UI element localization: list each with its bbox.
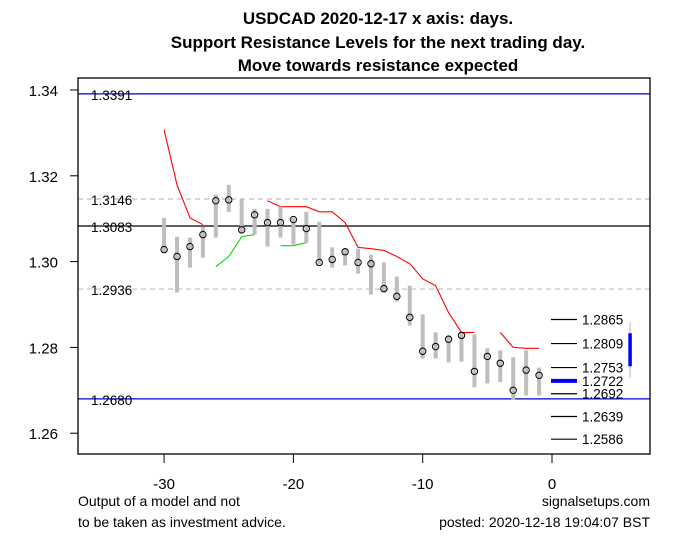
close-point [225, 196, 233, 204]
resistance-2-line [267, 200, 475, 333]
next-day-level-label: 1.2639 [582, 409, 623, 424]
x-tick-label: 0 [548, 476, 556, 493]
close-point [186, 242, 194, 251]
close-point [457, 331, 466, 340]
close-point [535, 371, 543, 379]
close-point [302, 224, 311, 233]
x-axis: -30 -20 -10 0 [153, 454, 556, 493]
y-axis: 1.26 1.28 1.30 1.32 1.34 [29, 83, 78, 443]
next-day-level-label: 1.2586 [582, 432, 623, 447]
close-point [315, 258, 323, 267]
level-label: 1.2680 [91, 393, 132, 408]
close-point [199, 230, 207, 239]
next-day-level-label: 1.2722 [582, 374, 623, 389]
title-line-2: Support Resistance Levels for the next t… [171, 33, 585, 52]
close-point [483, 352, 492, 361]
next-day-level-label: 1.2809 [582, 337, 623, 352]
candles [160, 184, 543, 400]
footer: Output of a model and not to be taken as… [78, 493, 650, 530]
level-label: 1.3083 [91, 220, 132, 235]
close-point [380, 284, 388, 293]
close-point [431, 342, 440, 351]
level-label: 1.3146 [91, 193, 132, 208]
resistance-3-line [499, 332, 540, 349]
y-tick-label: 1.30 [29, 255, 58, 272]
close-point [289, 215, 298, 224]
close-point [212, 196, 220, 205]
resistance-1-line [163, 129, 204, 226]
close-point [496, 359, 504, 367]
close-point [354, 258, 362, 267]
disclaimer-line-1: Output of a model and not [78, 493, 240, 509]
level-lines: 1.3391 1.3146 1.3083 1.2936 1.2680 [78, 88, 650, 408]
series-lines [163, 129, 540, 349]
next-day-level-label: 1.2692 [582, 387, 623, 402]
y-tick-label: 1.34 [29, 83, 58, 100]
next-day-level-label: 1.2865 [582, 313, 623, 328]
close-point [328, 255, 336, 264]
next-day-level-label: 1.2753 [582, 361, 623, 376]
disclaimer-line-2: to be taken as investment advice. [78, 514, 286, 530]
close-point [444, 335, 453, 343]
plot-frame [77, 77, 651, 455]
level-label: 1.3391 [91, 88, 132, 103]
x-tick-label: -10 [412, 476, 434, 493]
close-point [406, 313, 414, 322]
x-tick-label: -20 [283, 476, 305, 493]
close-point [470, 367, 479, 376]
close-point [173, 252, 181, 261]
close-point [250, 211, 259, 219]
close-point [263, 218, 272, 227]
level-label: 1.2936 [91, 283, 132, 298]
support-1-line [215, 234, 255, 268]
x-tick-label: -30 [153, 476, 175, 493]
posted-timestamp: posted: 2020-12-18 19:04:07 BST [439, 514, 650, 530]
site-name: signalsetups.com [542, 493, 650, 509]
close-point [393, 292, 401, 301]
close-point [276, 218, 285, 227]
close-point [341, 248, 349, 256]
close-point [419, 347, 427, 355]
y-tick-label: 1.32 [29, 169, 58, 186]
title-line-1: USDCAD 2020-12-17 x axis: days. [243, 9, 513, 28]
close-point [509, 386, 517, 394]
y-tick-label: 1.28 [29, 340, 58, 357]
close-point [237, 226, 246, 234]
close-point [160, 245, 168, 254]
y-tick-label: 1.26 [29, 426, 58, 443]
close-point [367, 260, 375, 268]
support-2-line [280, 242, 307, 247]
chart-title: USDCAD 2020-12-17 x axis: days. Support … [171, 9, 585, 75]
close-point [522, 366, 530, 374]
title-line-3: Move towards resistance expected [238, 56, 519, 75]
